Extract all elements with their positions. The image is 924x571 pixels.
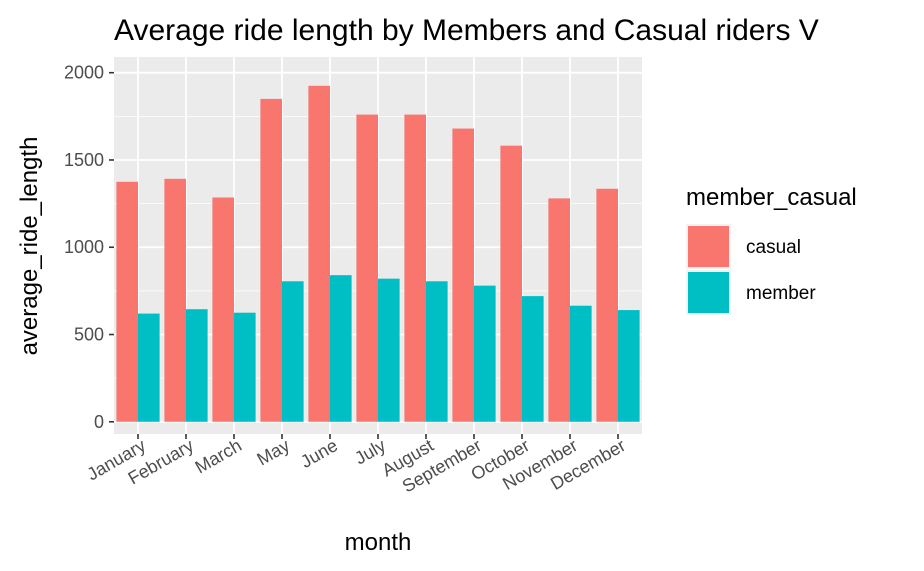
bar-casual-july: [356, 114, 378, 422]
bar-casual-august: [404, 114, 426, 422]
x-tick-label: May: [254, 435, 293, 469]
x-axis-title: month: [345, 529, 412, 556]
bar-casual-december: [596, 188, 618, 422]
bar-casual-november: [548, 198, 570, 422]
chart-title: Average ride length by Members and Casua…: [114, 14, 819, 47]
bar-member-july: [378, 278, 400, 422]
bar-casual-october: [500, 145, 522, 422]
bar-casual-september: [452, 128, 474, 422]
legend-swatch-member: [688, 272, 729, 313]
bar-member-december: [618, 310, 640, 422]
y-tick-label: 1000: [64, 237, 104, 257]
legend: member_casual casual member: [686, 184, 857, 315]
y-tick-label: 500: [74, 325, 104, 345]
x-tick-label: June: [297, 435, 341, 472]
bar-casual-january: [116, 181, 138, 422]
bar-casual-march: [212, 197, 234, 422]
bar-casual-june: [308, 85, 330, 422]
bar-member-june: [330, 275, 352, 422]
x-tick-label: March: [192, 435, 245, 477]
y-tick-label: 2000: [64, 63, 104, 83]
bar-member-october: [522, 296, 544, 422]
bar-member-november: [570, 305, 592, 422]
bar-casual-february: [164, 178, 186, 422]
bar-casual-may: [260, 98, 282, 422]
bar-member-september: [474, 285, 496, 422]
y-tick-label: 1500: [64, 150, 104, 170]
legend-title: member_casual: [686, 184, 857, 211]
bar-member-august: [426, 281, 448, 422]
bar-member-january: [138, 313, 160, 422]
legend-label-member: member: [746, 283, 816, 304]
bar-member-march: [234, 312, 256, 422]
legend-swatch-casual: [688, 226, 729, 267]
bar-member-may: [282, 281, 304, 422]
bar-member-february: [186, 309, 208, 422]
y-tick-label: 0: [94, 412, 104, 432]
y-axis: 0 500 1000 1500 2000: [64, 63, 114, 432]
bars: [116, 85, 640, 422]
y-axis-title: average_ride_length: [16, 137, 43, 356]
legend-label-casual: casual: [746, 237, 801, 258]
